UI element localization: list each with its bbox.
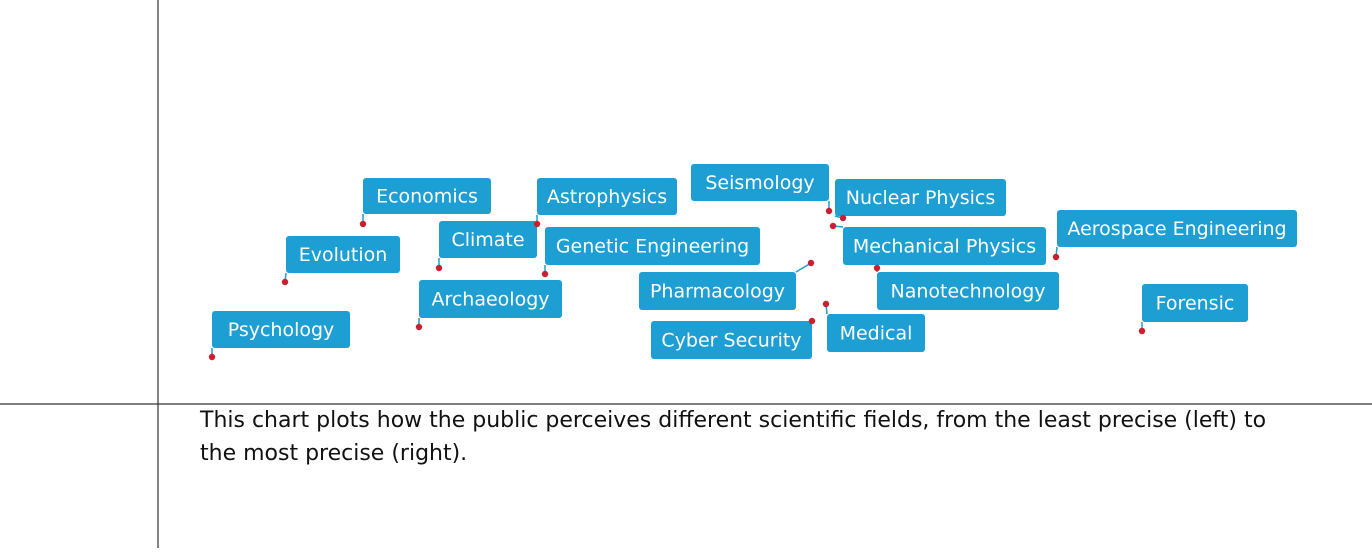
label-text: Forensic xyxy=(1156,293,1235,315)
label-text: Archaeology xyxy=(431,289,549,311)
caption-line: This chart plots how the public perceive… xyxy=(199,408,1266,433)
label-box xyxy=(843,227,1046,265)
label-box xyxy=(651,321,812,359)
point xyxy=(825,207,833,215)
label-text: Nuclear Physics xyxy=(846,187,995,209)
point xyxy=(533,220,541,228)
point xyxy=(541,270,549,278)
point xyxy=(435,264,443,272)
point xyxy=(829,222,837,230)
label-box xyxy=(877,272,1059,310)
label-box xyxy=(545,227,760,265)
point xyxy=(1138,327,1146,335)
label-box xyxy=(691,164,829,201)
label-box xyxy=(419,280,562,318)
label-box xyxy=(363,178,491,214)
label-text: Nanotechnology xyxy=(890,281,1045,303)
caption-line: the most precise (right). xyxy=(200,441,467,466)
point xyxy=(359,220,367,228)
point xyxy=(822,300,830,308)
label-text: Cyber Security xyxy=(661,330,801,352)
label-text: Genetic Engineering xyxy=(556,236,749,258)
field-labels: Economics Evolution Psychology Climate Astro… xyxy=(208,164,1297,361)
point xyxy=(1052,253,1060,261)
label-text: Medical xyxy=(840,323,913,345)
point xyxy=(839,214,847,222)
point xyxy=(808,317,816,325)
label-text: Seismology xyxy=(705,172,814,194)
label-box xyxy=(212,311,350,348)
point xyxy=(415,323,423,331)
point xyxy=(281,278,289,286)
label-box xyxy=(286,236,400,273)
label-box xyxy=(1142,284,1248,322)
label-text: Aerospace Engineering xyxy=(1067,218,1286,240)
point xyxy=(873,264,881,272)
label-text: Economics xyxy=(376,186,478,208)
point xyxy=(807,259,815,267)
label-box xyxy=(827,314,925,352)
label-box xyxy=(1057,210,1297,247)
label-box xyxy=(439,221,537,258)
label-text: Astrophysics xyxy=(547,186,667,208)
label-text: Evolution xyxy=(299,244,388,266)
label-box xyxy=(639,272,796,310)
point xyxy=(208,353,216,361)
label-text: Mechanical Physics xyxy=(853,236,1036,258)
label-text: Pharmacology xyxy=(650,281,785,303)
label-text: Climate xyxy=(451,229,524,251)
label-box xyxy=(835,179,1006,216)
label-box xyxy=(537,178,677,215)
label-text: Psychology xyxy=(228,319,335,341)
